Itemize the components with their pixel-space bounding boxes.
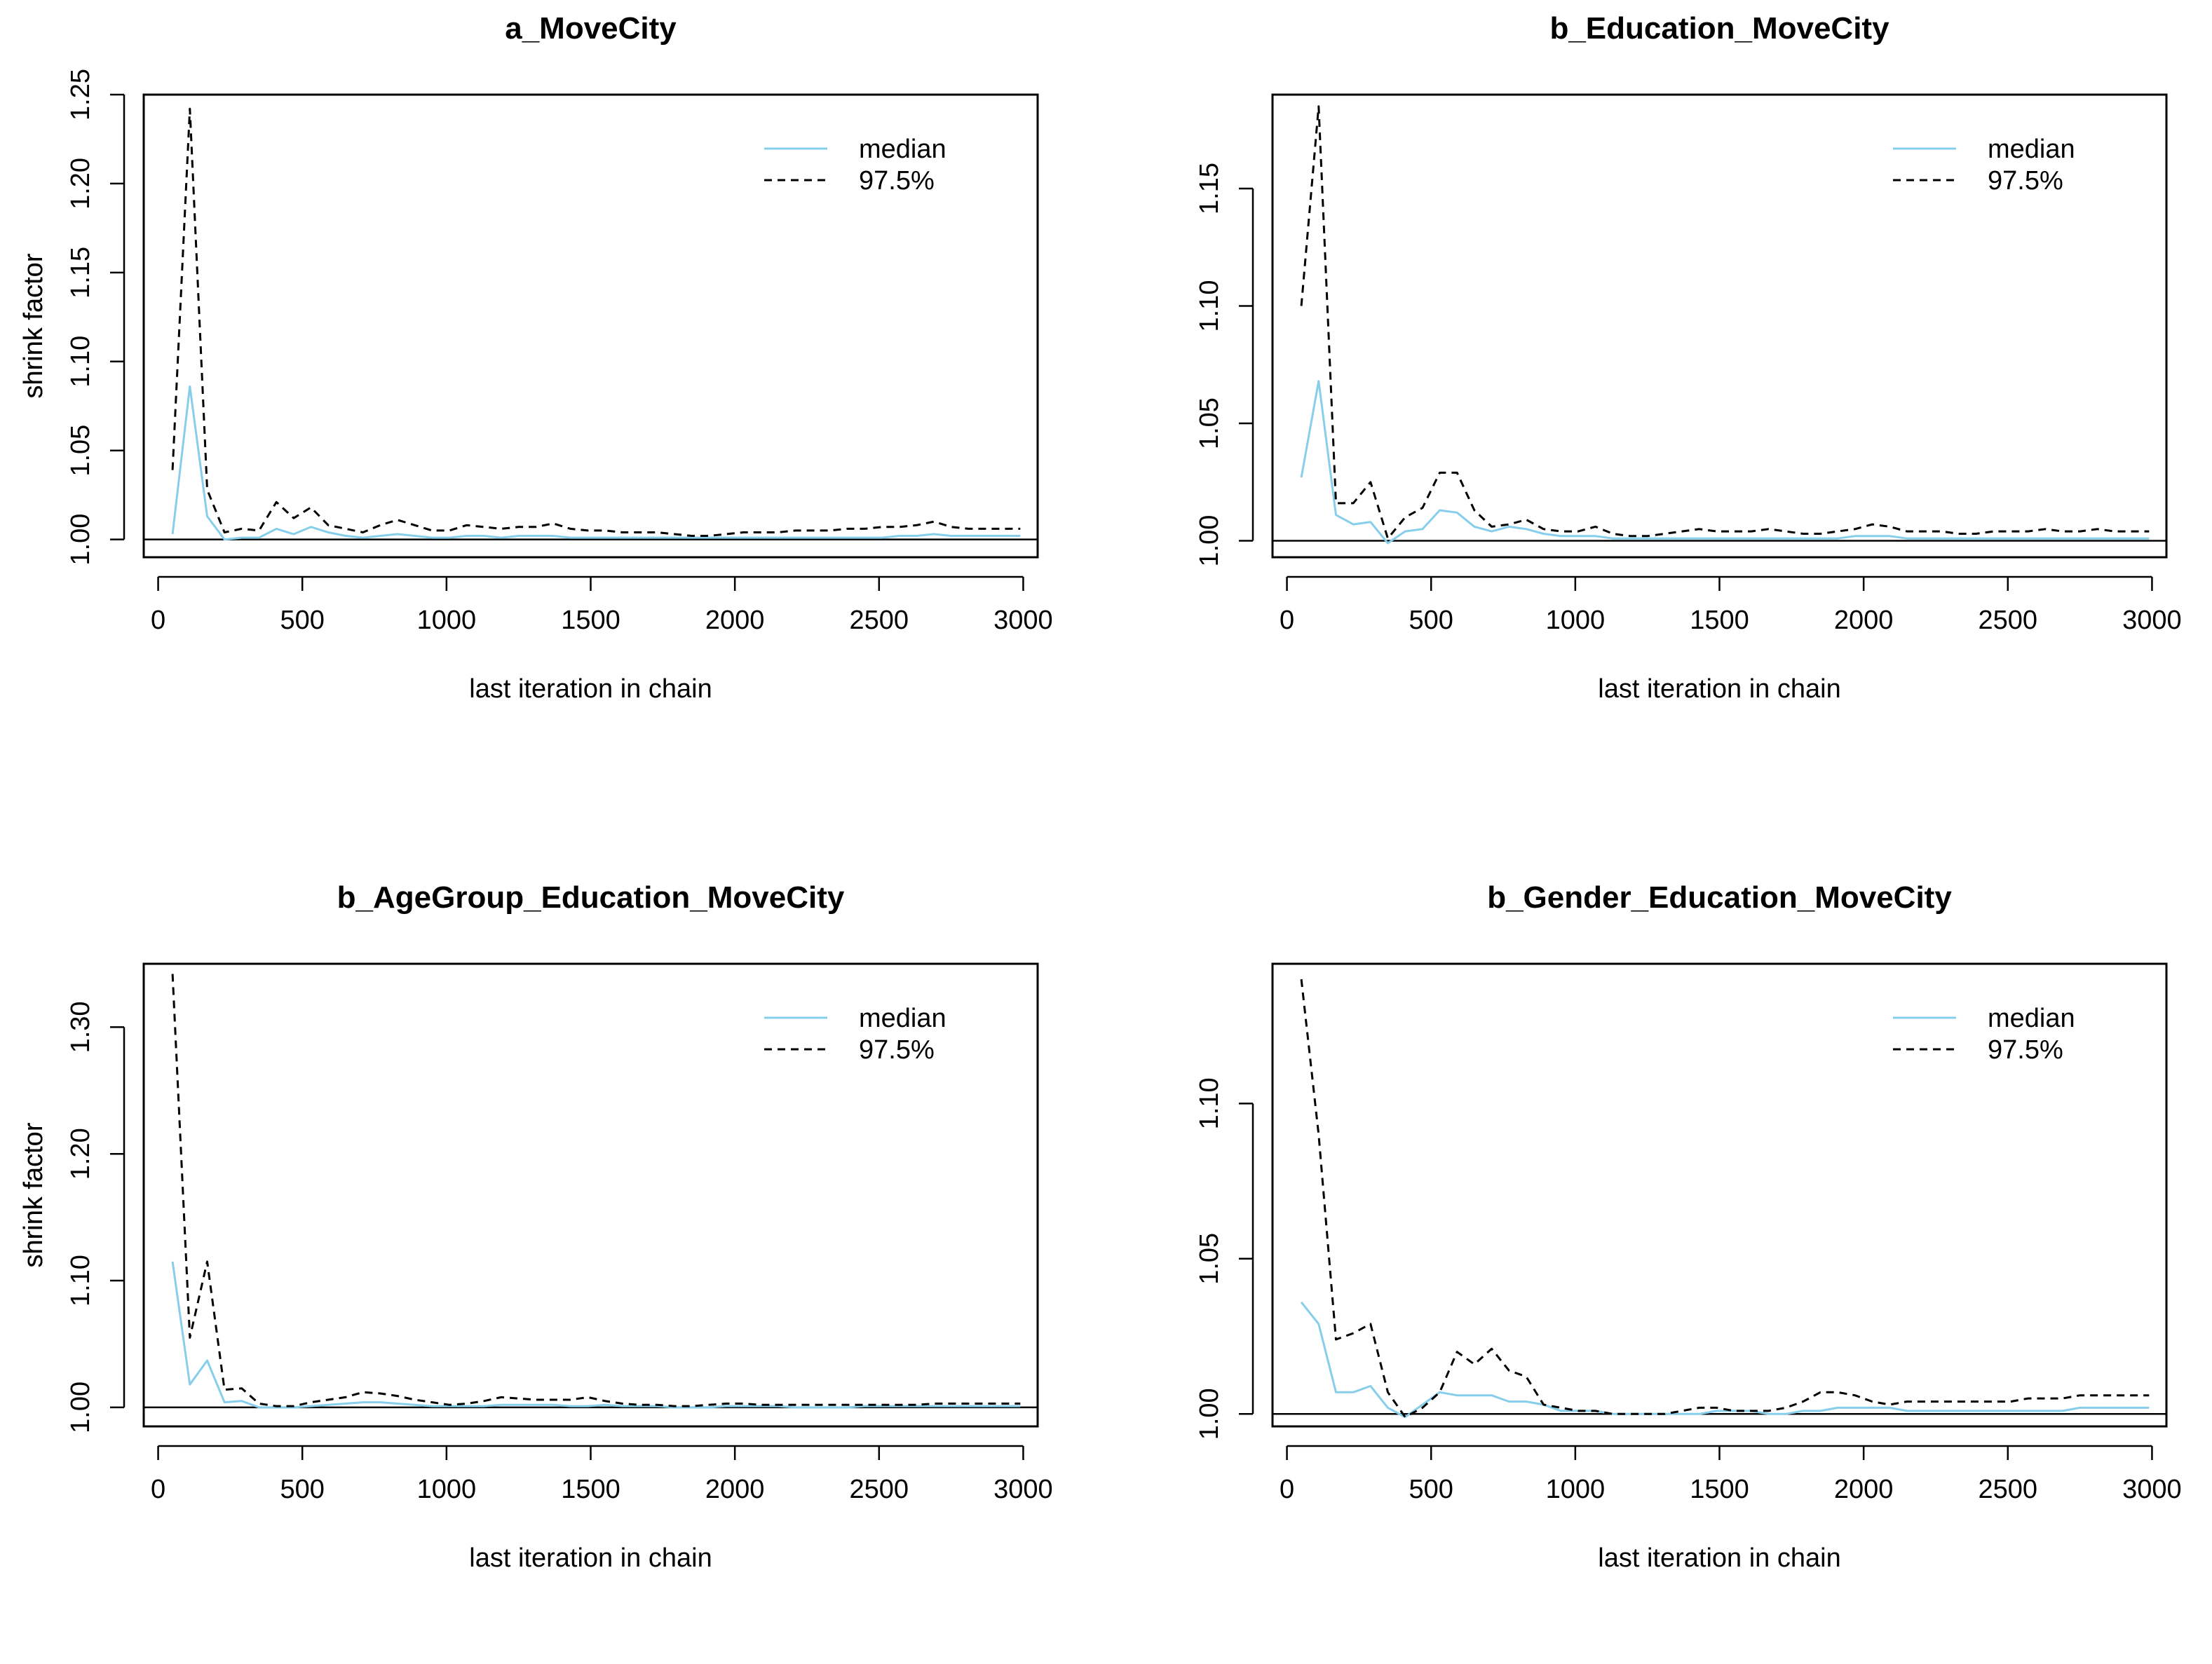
x-tick-label: 1000	[417, 606, 477, 635]
chart-title: b_AgeGroup_Education_MoveCity	[337, 880, 845, 915]
chart-panel-b-education-movecity: b_Education_MoveCity 0 500 1000 1500 2000 2500…	[19, 11, 2182, 704]
y-tick-label: 1.10	[1195, 280, 1224, 332]
x-tick-label: 2000	[705, 606, 765, 635]
legend-label: median	[1988, 135, 2075, 164]
x-tick-label: 2000	[1834, 1475, 1894, 1504]
x-axis-label: last iteration in chain	[1598, 1543, 1840, 1573]
legend-label: median	[1988, 1004, 2075, 1033]
series-line-median	[1300, 380, 2150, 545]
chart-title: a_MoveCity	[505, 11, 677, 46]
legend-label: median	[859, 135, 946, 164]
x-tick-label: 0	[1280, 1475, 1294, 1504]
plot-frame	[1271, 962, 2168, 1428]
y-tick-label: 1.00	[1195, 515, 1224, 567]
y-tick-label: 1.10	[66, 336, 95, 388]
x-tick-label: 0	[151, 606, 165, 635]
chart-title: b_Gender_Education_MoveCity	[1487, 880, 1952, 915]
y-tick-label: 1.20	[66, 1128, 95, 1180]
x-tick-label: 1500	[561, 606, 620, 635]
legend-label: median	[859, 1004, 946, 1033]
series-line-q975	[171, 107, 1021, 537]
x-tick-label: 3000	[2122, 1475, 2182, 1504]
chart-panel-b-gender-education-movecity: b_Gender_Education_MoveCity 0 500 1000 1500 2…	[19, 880, 2182, 1573]
x-tick-label: 2500	[1979, 606, 2038, 635]
y-tick-label: 1.00	[66, 514, 95, 566]
x-axis-label: last iteration in chain	[469, 1543, 712, 1573]
y-tick-label: 1.25	[66, 69, 95, 121]
y-tick-label: 1.00	[66, 1382, 95, 1433]
legend-label: 97.5%	[1988, 1035, 2063, 1065]
y-tick-label: 1.30	[66, 1001, 95, 1053]
series-line-q975	[1300, 105, 2150, 540]
x-tick-label: 3000	[993, 606, 1053, 635]
series-line-median	[1300, 1301, 2150, 1419]
y-tick-label: 1.15	[66, 247, 95, 299]
legend-label: 97.5%	[859, 166, 935, 196]
x-tick-label: 1500	[1690, 1475, 1749, 1504]
x-axis-label: last iteration in chain	[469, 674, 712, 704]
legend-label: 97.5%	[859, 1035, 935, 1065]
legend-label: 97.5%	[1988, 166, 2063, 196]
x-tick-label: 3000	[993, 1475, 1053, 1504]
x-tick-label: 500	[280, 1475, 325, 1504]
x-tick-label: 2500	[1979, 1475, 2038, 1504]
x-tick-label: 3000	[2122, 606, 2182, 635]
x-tick-label: 500	[1409, 606, 1453, 635]
x-tick-label: 1500	[561, 1475, 620, 1504]
y-tick-label: 1.20	[66, 158, 95, 210]
plot-frame	[142, 93, 1039, 559]
x-tick-label: 500	[1409, 1475, 1453, 1504]
y-tick-label: 1.05	[1195, 1233, 1224, 1285]
y-axis-label: shrink factor	[19, 1122, 48, 1267]
chart-title: b_Education_MoveCity	[1549, 11, 1889, 46]
x-tick-label: 1500	[1690, 606, 1749, 635]
x-tick-label: 2000	[1834, 606, 1894, 635]
x-tick-label: 0	[1280, 606, 1294, 635]
series-line-q975	[1300, 978, 2150, 1419]
y-tick-label: 1.10	[1195, 1077, 1224, 1129]
y-tick-label: 1.15	[1195, 163, 1224, 214]
series-line-q975	[171, 974, 1021, 1407]
x-tick-label: 1000	[417, 1475, 477, 1504]
x-tick-label: 2500	[850, 606, 909, 635]
x-tick-label: 0	[151, 1475, 165, 1504]
y-tick-label: 1.05	[1195, 397, 1224, 449]
y-tick-label: 1.05	[66, 425, 95, 477]
y-axis-label: shrink factor	[19, 1122, 48, 1267]
plot-frame	[1271, 93, 2168, 559]
chart-panel-b-agegroup-education-movecity: b_AgeGroup_Education_MoveCity 0 500 1000 150…	[19, 880, 1053, 1573]
series-line-median	[171, 385, 1021, 541]
x-tick-label: 1000	[1546, 606, 1606, 635]
chart-panel-a-movecity: a_MoveCity 0 500 1000 1500 2000 2500 3000 last i…	[19, 11, 1053, 704]
series-line-median	[171, 1261, 1021, 1409]
plot-frame	[142, 962, 1039, 1428]
y-tick-label: 1.00	[1195, 1388, 1224, 1440]
x-axis-label: last iteration in chain	[1598, 674, 1840, 704]
y-axis-label: shrink factor	[19, 253, 48, 398]
y-axis-label: shrink factor	[19, 253, 48, 398]
x-tick-label: 1000	[1546, 1475, 1606, 1504]
x-tick-label: 2500	[850, 1475, 909, 1504]
y-tick-label: 1.10	[66, 1255, 95, 1307]
x-tick-label: 500	[280, 606, 325, 635]
x-tick-label: 2000	[705, 1475, 765, 1504]
